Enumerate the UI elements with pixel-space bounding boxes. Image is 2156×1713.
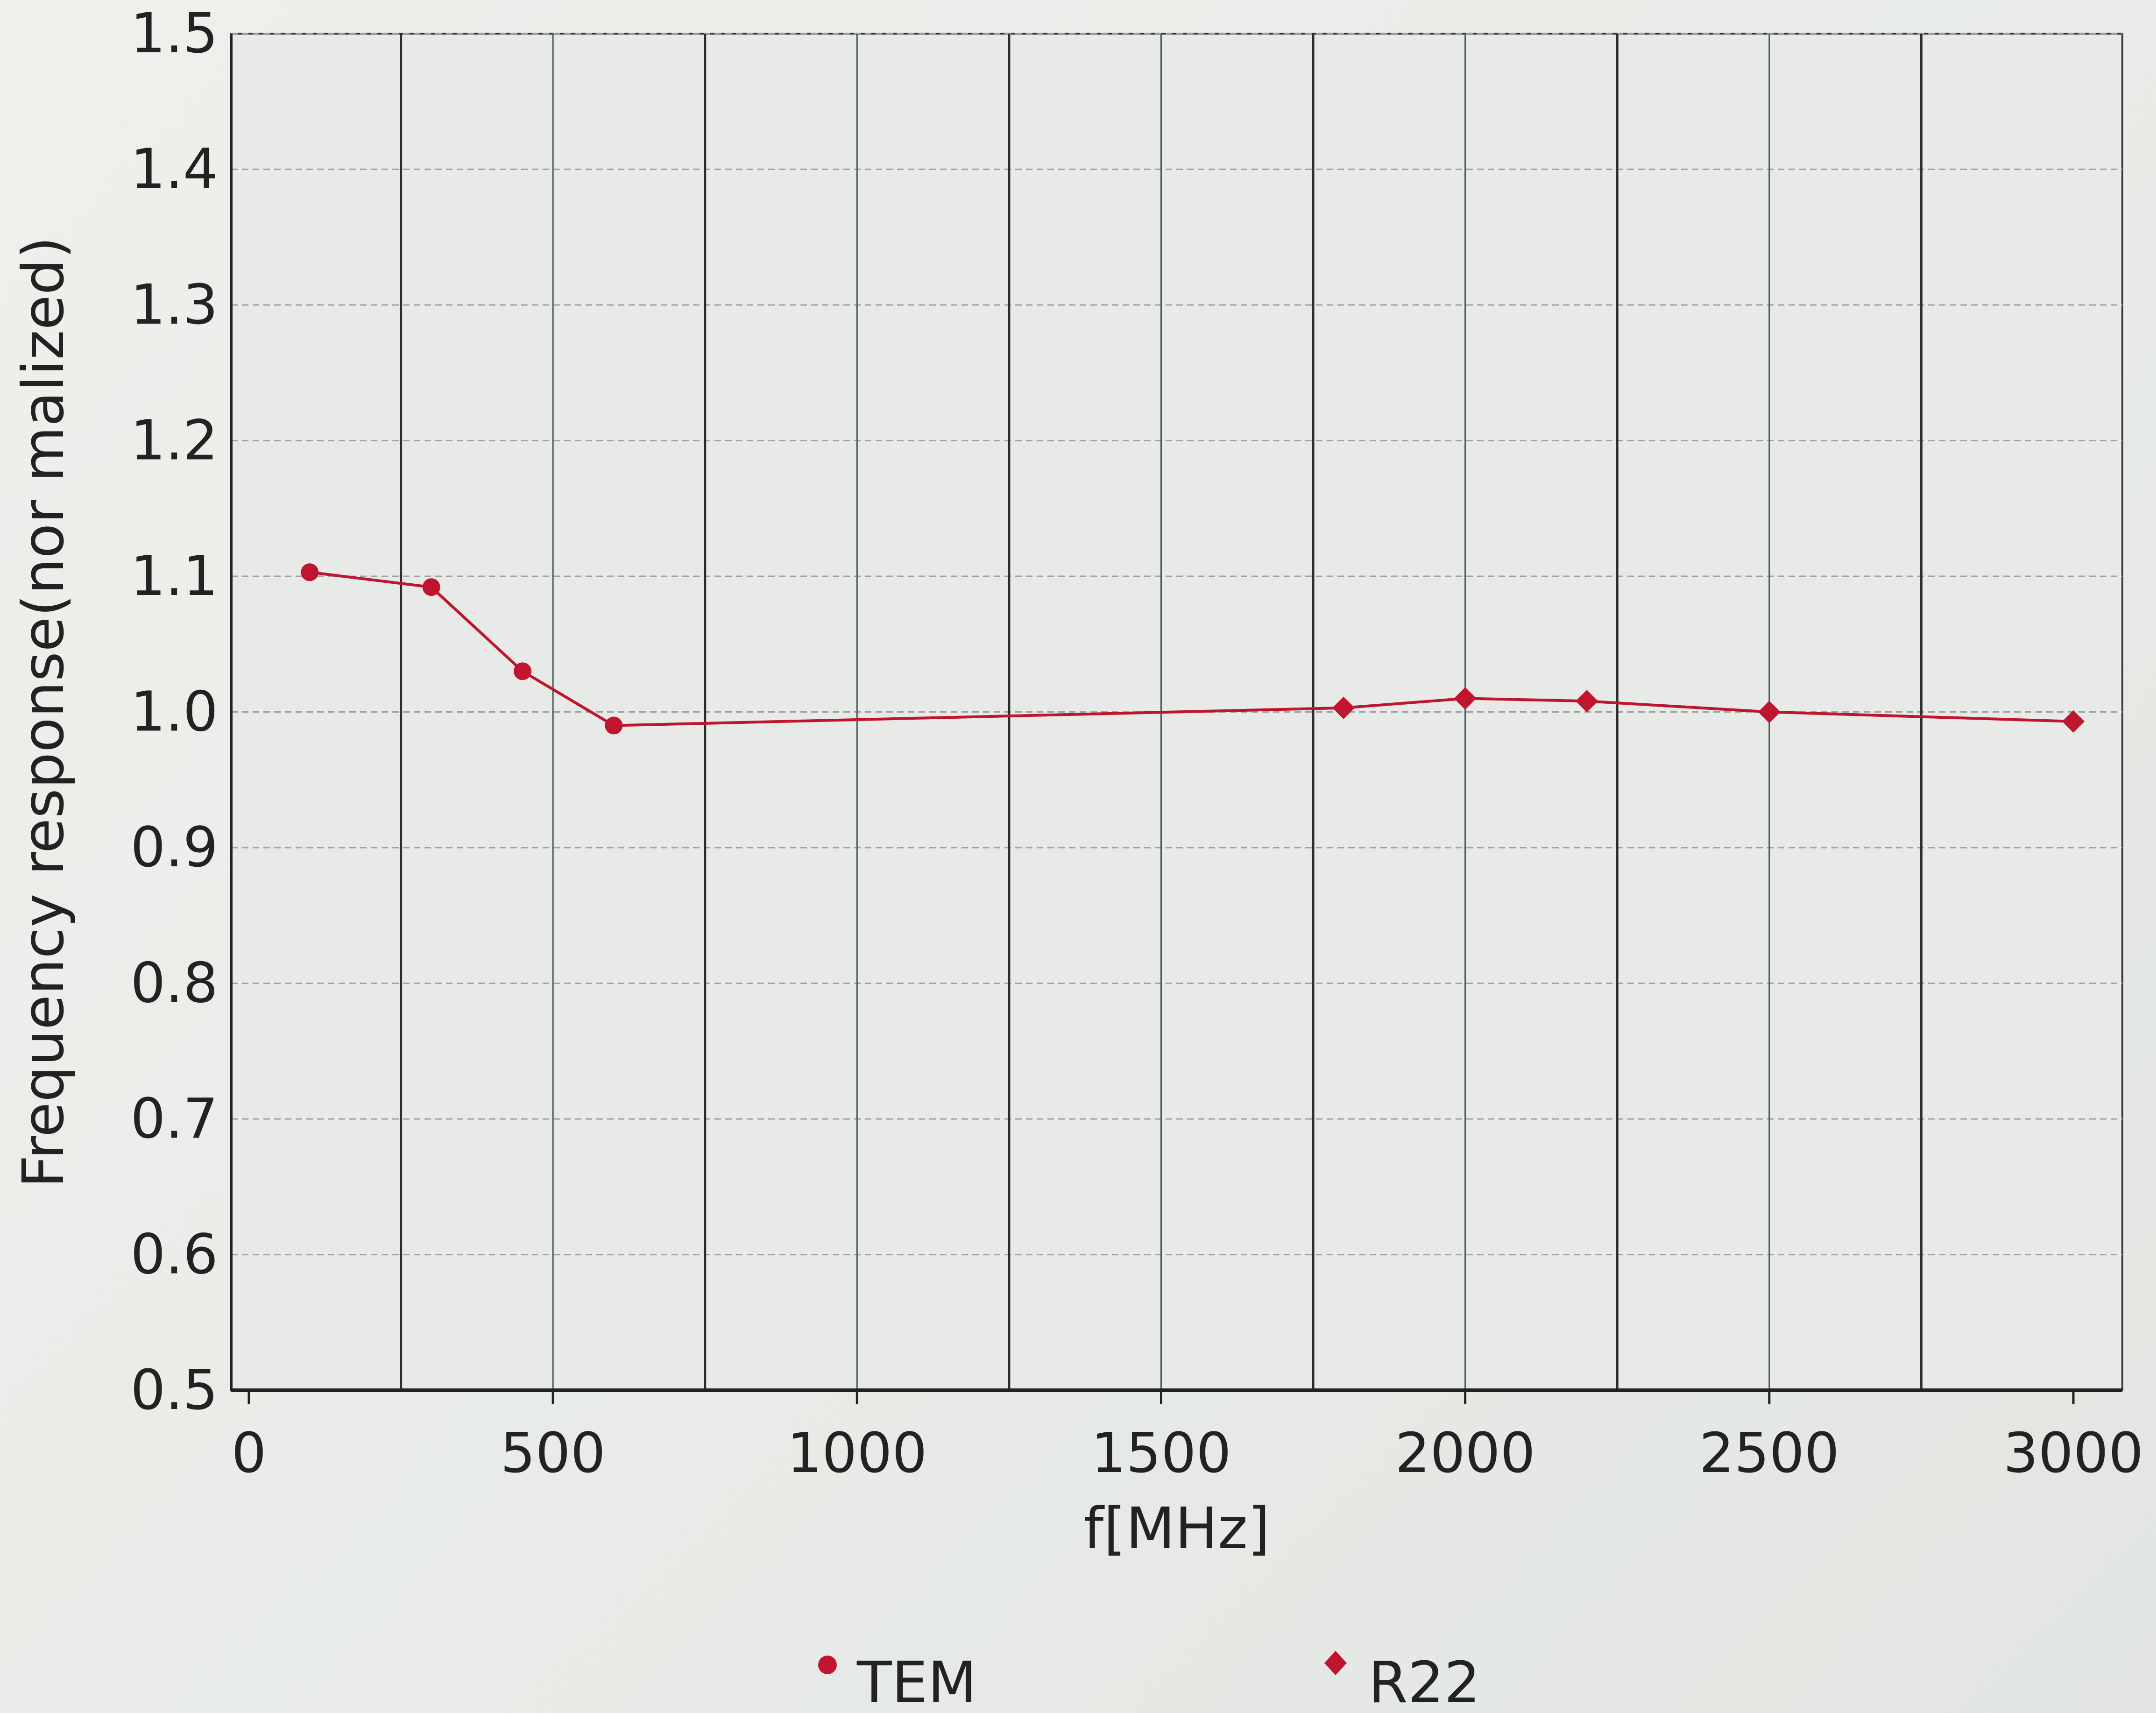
legend-tem-label: TEM xyxy=(856,1649,977,1713)
y-tick-label: 0.9 xyxy=(130,815,218,879)
y-axis-title: Frequency response(nor malized) xyxy=(10,236,77,1188)
y-tick-label: 1.5 xyxy=(130,1,218,65)
x-tick-label: 0 xyxy=(231,1421,266,1485)
x-tick-label: 500 xyxy=(501,1421,606,1485)
legend: TEM R22 xyxy=(818,1649,1480,1713)
legend-tem-marker xyxy=(818,1656,837,1674)
y-tick-label: 1.0 xyxy=(130,680,218,744)
tem-data-point xyxy=(514,662,532,680)
tick-labels: 0.5 0.6 0.7 0.8 0.9 1.0 1.1 1.2 1.3 1.4 1.5 0 500 100… xyxy=(130,1,2143,1485)
axes xyxy=(230,34,2122,1404)
y-tick-label: 0.7 xyxy=(130,1086,218,1151)
r22-data-point xyxy=(1758,701,1781,723)
legend-item-r22: R22 xyxy=(1324,1649,1480,1713)
tem-data-point xyxy=(301,563,319,581)
x-tick-label: 1500 xyxy=(1091,1421,1231,1485)
legend-r22-label: R22 xyxy=(1368,1649,1480,1713)
tem-data-point xyxy=(422,578,440,596)
x-tick-label: 2500 xyxy=(1699,1421,1839,1485)
legend-item-tem: TEM xyxy=(818,1649,977,1713)
y-tick-label: 1.2 xyxy=(130,408,218,473)
y-tick-label: 1.1 xyxy=(130,544,218,608)
x-tick-label: 3000 xyxy=(2003,1421,2143,1485)
y-tick-label: 0.6 xyxy=(130,1222,218,1287)
r22-data-point xyxy=(1576,690,1598,713)
r22-data-point xyxy=(2062,710,2085,733)
grid-lines xyxy=(231,33,2122,1391)
r22-data-point xyxy=(1454,687,1477,710)
legend-r22-marker xyxy=(1324,1651,1347,1675)
x-tick-label: 2000 xyxy=(1395,1421,1535,1485)
y-tick-label: 1.3 xyxy=(130,272,218,337)
r22-data-point xyxy=(1332,696,1355,719)
y-tick-label: 0.8 xyxy=(130,951,218,1015)
x-axis-title: f[MHz] xyxy=(1083,1495,1270,1562)
x-tick-label: 1000 xyxy=(787,1421,927,1485)
series-markers xyxy=(301,563,2085,735)
y-tick-label: 1.4 xyxy=(130,137,218,201)
y-tick-label: 0.5 xyxy=(130,1358,218,1422)
tem-data-point xyxy=(605,716,623,735)
